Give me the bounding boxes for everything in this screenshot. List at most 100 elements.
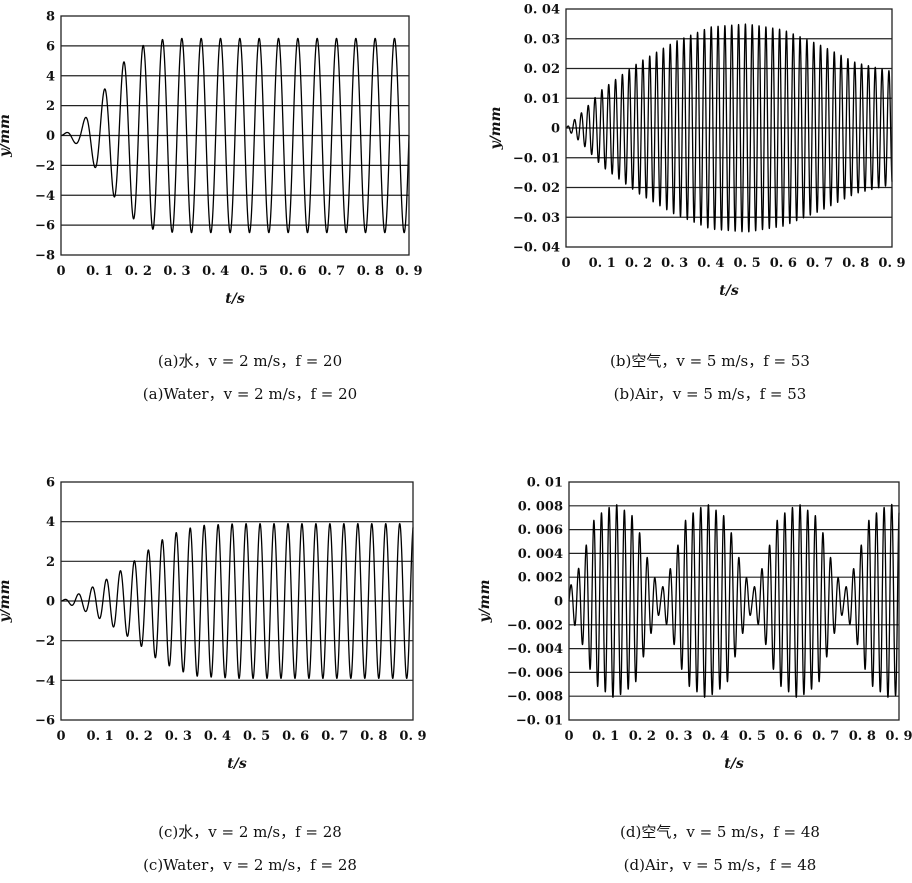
x-tick-label-b-4: 0. 4 — [697, 256, 724, 271]
chart-d: −0. 01 −0. 008 −0. 006 −0. 004 −0. 002 0 0. 00… — [477, 476, 912, 773]
y-tick-label-b-2: −0. 02 — [513, 181, 560, 196]
x-axis-title-b: t/s — [719, 283, 739, 299]
x-tick-label-a-3: 0. 3 — [163, 264, 190, 279]
y-tick-label-d-1: −0. 008 — [507, 690, 563, 705]
y-axis-title-b: y/mm — [488, 107, 504, 151]
y-tick-label-c-0: −6 — [35, 714, 55, 729]
x-tick-label-a-5: 0. 5 — [241, 264, 268, 279]
x-tick-label-a-8: 0. 8 — [357, 264, 384, 279]
x-axis-title-d: t/s — [724, 756, 744, 772]
x-tick-label-a-4: 0. 4 — [202, 264, 229, 279]
chart-c: −6 −4 −2 0 2 4 6 0 0. 1 0. 2 0. 3 0. 4 0. 5 0. 6 0. 7 0… — [0, 476, 427, 773]
chart-panel-b: −0. 04 −0. 03 −0. 02 −0. 01 0 0. 01 0. 02 0. 03… — [465, 0, 912, 310]
x-tick-label-b-8: 0. 8 — [842, 256, 869, 271]
y-tick-label-b-0: −0. 04 — [513, 241, 560, 256]
y-tick-label-c-1: −4 — [35, 674, 55, 689]
y-tick-label-d-4: −0. 002 — [507, 618, 563, 633]
x-tick-label-a-9: 0. 9 — [395, 264, 422, 279]
y-tick-label-b-7: 0. 03 — [524, 32, 560, 47]
y-tick-label-a-8: 8 — [46, 10, 55, 25]
x-tick-label-b-3: 0. 3 — [661, 256, 688, 271]
y-tick-label-d-8: 0. 006 — [518, 523, 563, 538]
plot-frame-d — [568, 481, 900, 721]
x-tick-label-c-5: 0. 5 — [243, 729, 270, 744]
x-tick-label-d-0: 0 — [564, 729, 573, 744]
plot-frame-a — [60, 15, 410, 256]
x-tick-label-b-7: 0. 7 — [806, 256, 833, 271]
plot-frame-b — [565, 8, 893, 248]
x-tick-label-d-5: 0. 5 — [739, 729, 766, 744]
x-tick-label-b-5: 0. 5 — [734, 256, 761, 271]
caption-b-cn: (b)空气，v = 5 m/s，f = 53 — [610, 352, 810, 370]
caption-c-en: (c)Water，v = 2 m/s，f = 28 — [143, 856, 357, 874]
x-tick-label-c-9: 0. 9 — [399, 729, 426, 744]
x-tick-label-b-9: 0. 9 — [878, 256, 905, 271]
x-tick-label-a-0: 0 — [56, 264, 65, 279]
x-tick-label-a-1: 0. 1 — [86, 264, 113, 279]
x-tick-label-c-0: 0 — [56, 729, 65, 744]
x-tick-label-b-6: 0. 6 — [770, 256, 797, 271]
x-tick-label-c-4: 0. 4 — [204, 729, 231, 744]
y-tick-label-a-1: −6 — [35, 219, 55, 234]
y-tick-label-b-4: 0 — [551, 122, 560, 137]
y-tick-label-d-6: 0. 002 — [518, 571, 563, 586]
x-tick-label-d-1: 0. 1 — [592, 729, 619, 744]
x-tick-label-a-7: 0. 7 — [318, 264, 345, 279]
x-tick-label-d-8: 0. 8 — [849, 729, 876, 744]
x-axis-title-a: t/s — [225, 291, 245, 307]
y-tick-label-d-3: −0. 004 — [507, 642, 563, 657]
y-tick-label-d-10: 0. 01 — [527, 476, 563, 491]
y-tick-label-a-0: −8 — [35, 249, 55, 264]
y-tick-label-c-5: 4 — [46, 515, 55, 530]
y-axis-title-d: y/mm — [477, 580, 493, 624]
x-tick-label-c-1: 0. 1 — [87, 729, 114, 744]
series-line-d — [568, 503, 900, 698]
x-tick-label-b-0: 0 — [561, 256, 570, 271]
x-tick-label-d-6: 0. 6 — [775, 729, 802, 744]
y-tick-label-a-6: 4 — [46, 69, 55, 84]
y-tick-label-a-7: 6 — [46, 39, 55, 54]
chart-b: −0. 04 −0. 03 −0. 02 −0. 01 0 0. 01 0. 02 0. 03… — [488, 3, 906, 300]
y-tick-label-a-4: 0 — [46, 129, 55, 144]
x-tick-label-b-1: 0. 1 — [589, 256, 616, 271]
x-tick-label-c-3: 0. 3 — [165, 729, 192, 744]
series-line-b — [565, 23, 893, 233]
chart-panel-a: −8 −6 −4 −2 0 2 4 6 8 0 0. 1 0. 2 0. 3 0. 4 0. 5 0. 6 0.… — [0, 0, 440, 310]
y-tick-label-b-5: 0. 01 — [524, 92, 560, 107]
plot-frame-c — [60, 481, 414, 721]
caption-a-en: (a)Water，v = 2 m/s，f = 20 — [142, 385, 358, 403]
x-tick-label-a-6: 0. 6 — [279, 264, 306, 279]
chart-panel-c: −6 −4 −2 0 2 4 6 0 0. 1 0. 2 0. 3 0. 4 0. 5 0. 6 0. 7 0… — [0, 465, 440, 780]
y-tick-label-c-6: 6 — [46, 476, 55, 491]
x-tick-label-c-7: 0. 7 — [321, 729, 348, 744]
chart-panel-d: −0. 01 −0. 008 −0. 006 −0. 004 −0. 002 0 0. 00… — [465, 465, 912, 780]
y-tick-label-c-4: 2 — [46, 555, 55, 570]
y-tick-label-b-1: −0. 03 — [513, 211, 560, 226]
y-axis-title-a: y/mm — [0, 114, 13, 158]
series-line-a — [60, 37, 410, 234]
caption-d-en: (d)Air，v = 5 m/s，f = 48 — [623, 856, 817, 874]
y-tick-label-b-8: 0. 04 — [524, 3, 560, 18]
chart-a: −8 −6 −4 −2 0 2 4 6 8 0 0. 1 0. 2 0. 3 0. 4 0. 5 0. 6 0.… — [0, 10, 423, 308]
y-axis-title-c: y/mm — [0, 580, 13, 624]
y-tick-label-a-3: −2 — [35, 159, 55, 174]
x-axis-title-c: t/s — [227, 756, 247, 772]
y-tick-label-d-0: −0. 01 — [516, 714, 563, 729]
x-tick-label-d-7: 0. 7 — [812, 729, 839, 744]
series-line-c — [60, 523, 414, 680]
y-tick-label-c-3: 0 — [46, 595, 55, 610]
caption-a-cn: (a)水，v = 2 m/s，f = 20 — [157, 352, 343, 370]
caption-c-cn: (c)水，v = 2 m/s，f = 28 — [158, 823, 342, 841]
y-tick-label-d-9: 0. 008 — [518, 499, 563, 514]
caption-d-cn: (d)空气，v = 5 m/s，f = 48 — [620, 823, 820, 841]
y-tick-label-d-7: 0. 004 — [518, 547, 563, 562]
x-tick-label-c-8: 0. 8 — [360, 729, 387, 744]
caption-b-en: (b)Air，v = 5 m/s，f = 53 — [613, 385, 807, 403]
y-tick-label-c-2: −2 — [35, 634, 55, 649]
x-tick-label-d-2: 0. 2 — [629, 729, 656, 744]
x-tick-label-d-9: 0. 9 — [885, 729, 912, 744]
x-tick-label-d-3: 0. 3 — [665, 729, 692, 744]
y-tick-label-d-2: −0. 006 — [507, 666, 563, 681]
y-tick-label-d-5: 0 — [554, 595, 563, 610]
y-tick-label-a-5: 2 — [46, 99, 55, 114]
